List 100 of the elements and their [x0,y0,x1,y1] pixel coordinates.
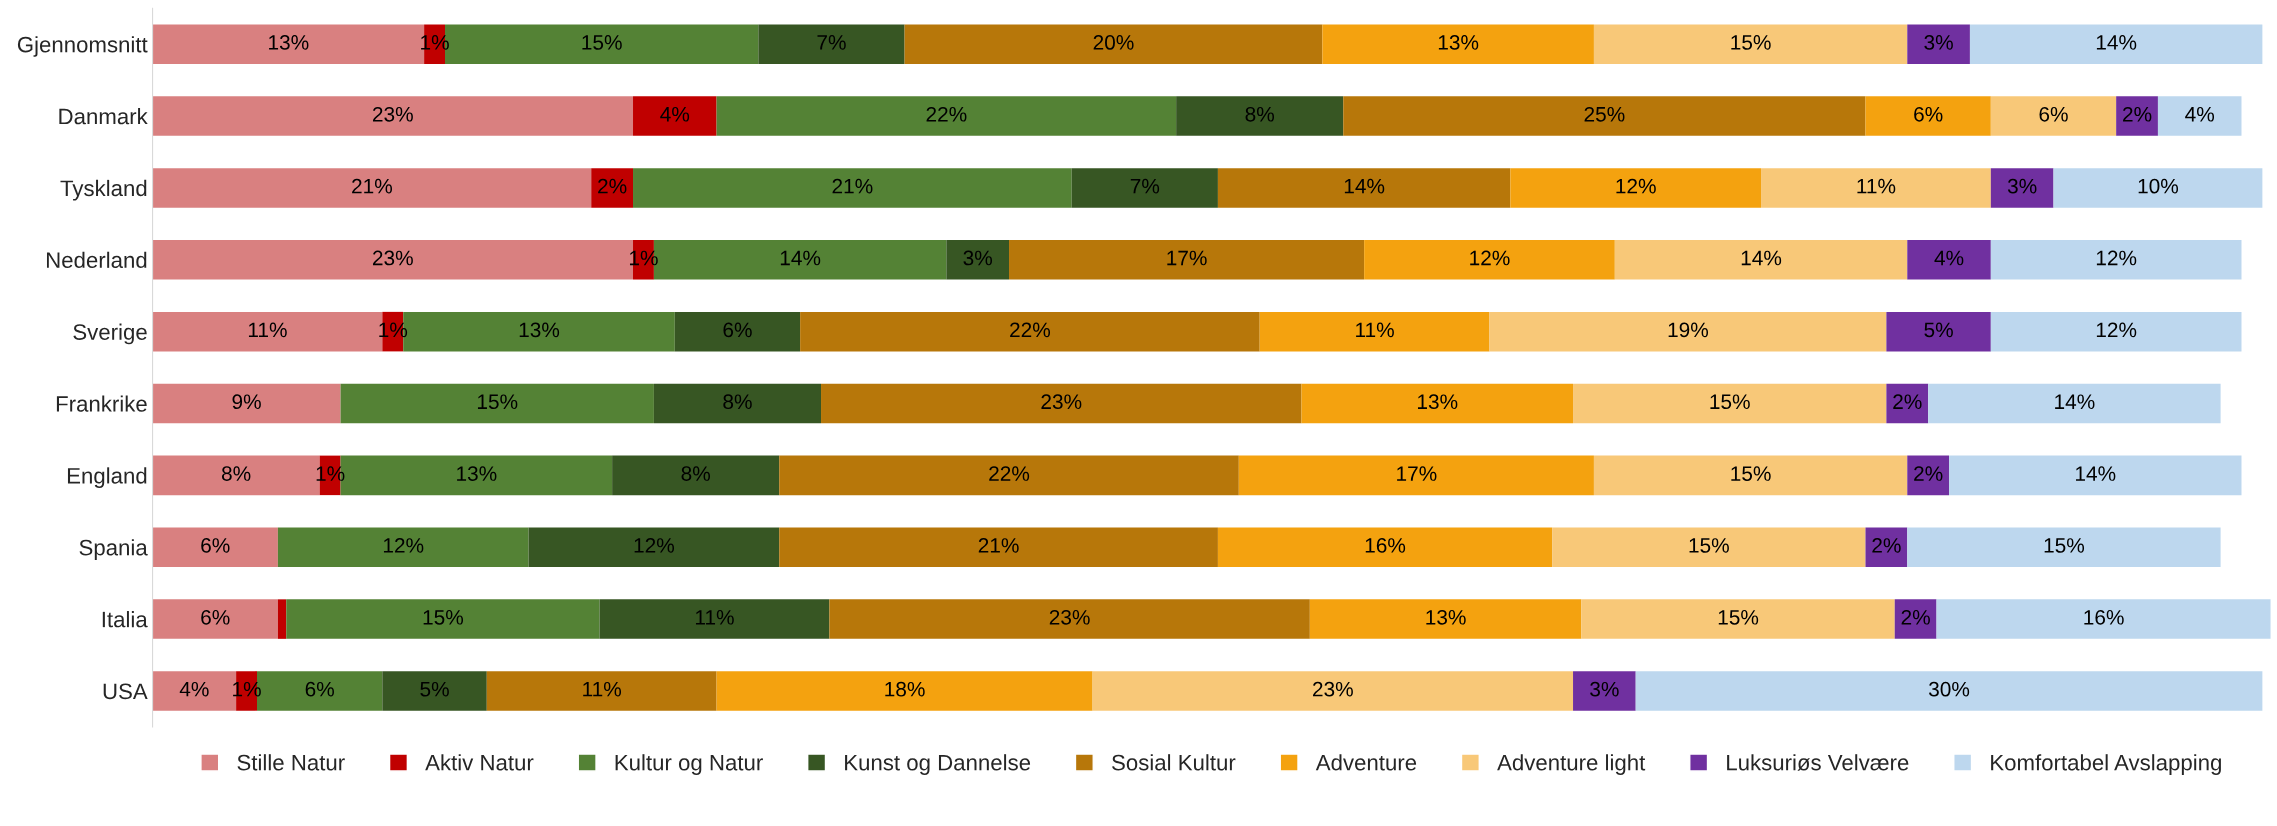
data-label: 23% [372,106,413,122]
bar [591,168,634,208]
data-label: 14% [2055,394,2095,410]
bar [1894,599,1937,639]
data-label: 4% [660,106,690,122]
data-label: 10% [2138,178,2179,194]
bar [1761,168,1991,208]
bar [946,240,1010,280]
bar [152,96,634,136]
bar [277,527,529,567]
data-label: 8% [221,466,251,481]
data-label: 3% [963,250,992,266]
data-label: 18% [885,681,925,697]
legend-label: Adventure light [1497,754,1646,775]
bar [1489,311,1887,352]
data-label: 21% [978,538,1019,553]
bar [1928,383,2221,424]
data-label: 6% [305,681,334,697]
bar [1907,455,1950,496]
data-label: 5% [1924,322,1953,338]
data-label: 30% [1928,681,1970,697]
data-label: 8% [723,394,752,410]
data-label: 7% [817,35,846,50]
bar [674,311,801,352]
bar [1176,96,1344,136]
data-label: 9% [232,394,261,410]
bar [716,96,1177,136]
data-label: 12% [2096,322,2137,338]
bar [829,599,1310,639]
bar [779,527,1218,567]
data-label: 13% [269,35,309,50]
bar [340,383,654,424]
bar [1886,383,1929,424]
legend-label: Sosial Kultur [1112,754,1236,771]
bar [1593,24,1908,64]
data-label: 11% [583,681,622,697]
bar [1259,311,1490,352]
bar [633,168,1072,208]
bar [633,96,717,136]
bar [1217,168,1511,208]
bar [821,383,1302,424]
bar [1510,168,1762,208]
data-label: 6% [2039,106,2068,122]
bar [286,599,600,639]
data-label: 23% [1041,394,1082,410]
data-label: 13% [1426,609,1466,625]
bar [1907,240,1991,280]
legend-label: Kunst og Dannelse [845,754,1031,775]
data-label: 5% [420,681,449,697]
data-label: 11% [1356,322,1394,338]
data-label: 22% [926,106,967,122]
bar [486,671,717,711]
legend-label: Aktiv Natur [425,754,534,771]
data-label: 4% [179,681,209,697]
bar [904,24,1323,64]
y-tick-label: Danmark [59,108,148,125]
data-label: 23% [1313,681,1353,697]
data-label: 15% [1710,394,1750,410]
bar [1092,671,1574,711]
data-label: 4% [1934,250,1964,266]
data-label: 21% [352,178,393,194]
data-label: 13% [457,466,497,481]
data-label: 12% [383,538,424,553]
data-label: 16% [1365,538,1406,553]
data-label: 2% [1893,394,1922,410]
y-tick-label: Tyskland [60,179,147,201]
bar [2157,96,2242,136]
y-tick-label: Gjennomsnitt [17,36,148,57]
y-tick-label: England [67,467,147,489]
data-label: 12% [1470,250,1510,266]
data-label: 13% [1417,394,1458,410]
bar [1071,168,1218,208]
data-label: 14% [780,250,821,266]
data-label: 3% [1590,681,1619,697]
y-tick-label: Sverige [73,323,147,345]
bar [653,383,822,424]
bar [1990,168,2054,208]
data-label: 15% [1731,35,1771,50]
bar [528,527,780,567]
bar [800,311,1260,352]
legend-label: Stille Natur [237,754,345,771]
bar [152,527,278,567]
data-label: 14% [2076,466,2116,481]
data-label: 13% [1438,35,1479,50]
data-label: 12% [1616,178,1656,194]
data-label: 4% [2185,106,2215,122]
data-label: 15% [1731,466,1771,481]
data-label: 25% [1584,106,1625,122]
data-label: 6% [201,538,230,553]
bar [1238,455,1594,496]
data-label: 2% [2123,106,2152,122]
bar [716,671,1093,711]
bar [1886,311,1991,352]
bar [758,24,905,64]
y-tick-label: USA [103,683,148,700]
data-label: 8% [681,466,710,481]
data-label: 14% [1344,178,1385,194]
bar [1907,24,1970,64]
data-label: 2% [1914,466,1943,481]
bar [1593,455,1908,496]
